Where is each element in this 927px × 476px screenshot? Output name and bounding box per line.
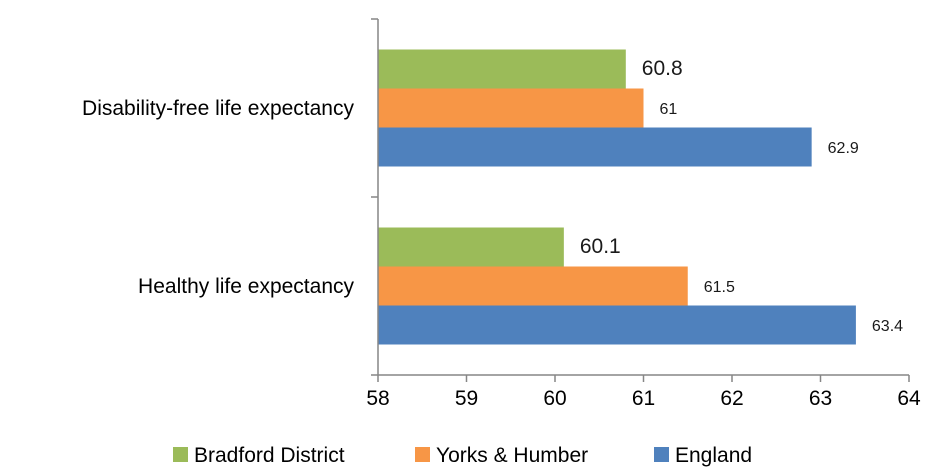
legend-swatch [415, 447, 430, 462]
labels-layer: 60.8 61 62.9 Disability-free life expectanc… [82, 57, 903, 335]
legend: Bradford District Yorks & Humber England [173, 444, 752, 467]
data-label: 60.8 [642, 57, 683, 80]
x-tick-label: 60 [543, 387, 566, 410]
legend-label: Bradford District [194, 444, 345, 467]
x-tick-label: 62 [720, 387, 743, 410]
data-label: 62.9 [828, 140, 859, 157]
bars-layer [378, 49, 856, 345]
x-tick-label: 61 [632, 387, 655, 410]
bar-england-0 [378, 127, 812, 167]
bar-yorks-humber-1 [378, 266, 688, 306]
x-tick-label: 63 [809, 387, 832, 410]
category-label: Disability-free life expectancy [82, 97, 354, 120]
legend-swatch [173, 447, 188, 462]
legend-label: England [675, 444, 752, 467]
data-label: 61 [660, 101, 678, 118]
x-tick-label: 58 [366, 387, 389, 410]
bar-england-1 [378, 305, 856, 345]
bar-yorks-humber-0 [378, 88, 644, 128]
category-label: Healthy life expectancy [138, 275, 354, 298]
legend-label: Yorks & Humber [436, 444, 588, 467]
data-label: 61.5 [704, 279, 735, 296]
x-tick-label: 64 [897, 387, 921, 410]
x-tick-label: 59 [455, 387, 478, 410]
legend-swatch [654, 447, 669, 462]
axes-layer: 58 59 60 61 62 63 64 [366, 18, 921, 410]
bar-bradford-district-0 [378, 49, 626, 89]
bar-bradford-district-1 [378, 227, 564, 267]
data-label: 63.4 [872, 318, 903, 335]
data-label: 60.1 [580, 235, 621, 258]
